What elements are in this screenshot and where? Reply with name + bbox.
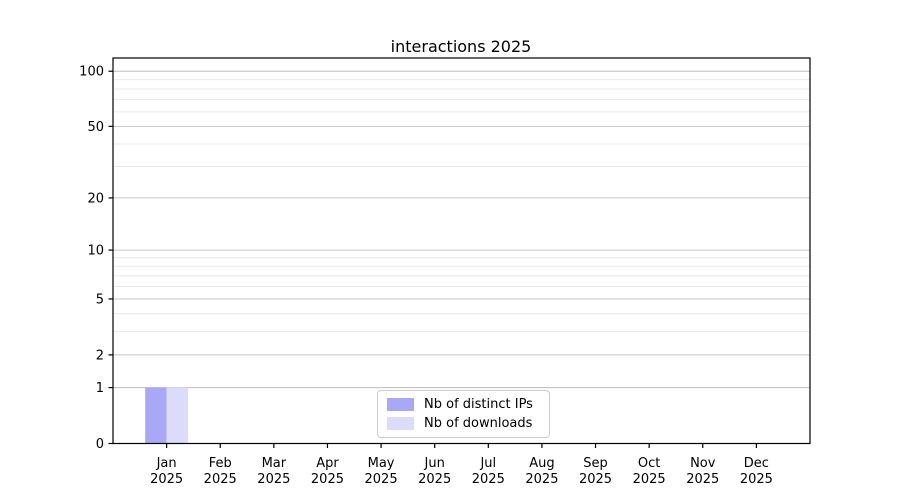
y-tick-label: 1 xyxy=(96,381,104,396)
x-tick-label-year: 2025 xyxy=(633,472,666,487)
x-tick-label-year: 2025 xyxy=(686,472,719,487)
x-tick-label-month: Feb xyxy=(209,456,232,471)
gridlines-major xyxy=(113,70,810,389)
x-tick-label-month: Sep xyxy=(583,456,608,471)
gridlines-minor xyxy=(113,79,810,333)
bar-distinct-ips xyxy=(145,387,167,444)
x-tick-label-year: 2025 xyxy=(311,472,344,487)
x-tick-label-year: 2025 xyxy=(365,472,398,487)
x-tick-label-month: Jan xyxy=(156,456,177,471)
x-tick-label-month: Jun xyxy=(424,456,445,471)
x-tick-label-year: 2025 xyxy=(579,472,612,487)
legend-swatch-downloads xyxy=(387,416,414,430)
bars-group xyxy=(145,387,189,444)
y-tick-label: 2 xyxy=(96,348,104,363)
x-tick-label-month: Oct xyxy=(638,456,660,471)
x-tick-label-year: 2025 xyxy=(472,472,505,487)
x-tick-label-month: Aug xyxy=(529,456,554,471)
chart-title: interactions 2025 xyxy=(391,37,532,56)
x-tick-label-month: Dec xyxy=(744,456,769,471)
legend-item-downloads: Nb of downloads xyxy=(387,415,540,431)
x-tick-label-year: 2025 xyxy=(204,472,237,487)
x-tick-label-month: Nov xyxy=(690,456,716,471)
x-tick-label-year: 2025 xyxy=(257,472,290,487)
x-tick-label-year: 2025 xyxy=(418,472,451,487)
tick-labels-group: 0125102050100Jan2025Feb2025Mar2025Apr202… xyxy=(79,65,773,487)
y-tick-label: 5 xyxy=(96,292,104,307)
x-tick-label-month: Jul xyxy=(479,456,496,471)
legend: Nb of distinct IPs Nb of downloads xyxy=(377,390,550,438)
y-tick-label: 10 xyxy=(87,244,104,259)
legend-item-distinct-ips: Nb of distinct IPs xyxy=(387,397,540,413)
legend-swatch-distinct-ips xyxy=(387,398,414,412)
x-tick-label-year: 2025 xyxy=(525,472,558,487)
bar-downloads xyxy=(166,387,189,444)
x-tick-label-month: Mar xyxy=(262,456,287,471)
legend-label-downloads: Nb of downloads xyxy=(424,415,533,431)
y-tick-label: 100 xyxy=(79,65,104,80)
y-tick-label: 20 xyxy=(87,191,104,206)
y-tick-label: 0 xyxy=(96,437,104,452)
legend-label-distinct-ips: Nb of distinct IPs xyxy=(424,397,533,413)
plot-border xyxy=(112,57,811,445)
x-tick-label-year: 2025 xyxy=(150,472,183,487)
x-tick-label-year: 2025 xyxy=(740,472,773,487)
axes-group xyxy=(108,57,811,448)
y-tick-label: 50 xyxy=(87,120,104,135)
x-tick-label-month: Apr xyxy=(316,456,339,471)
x-tick-label-month: May xyxy=(368,456,395,471)
